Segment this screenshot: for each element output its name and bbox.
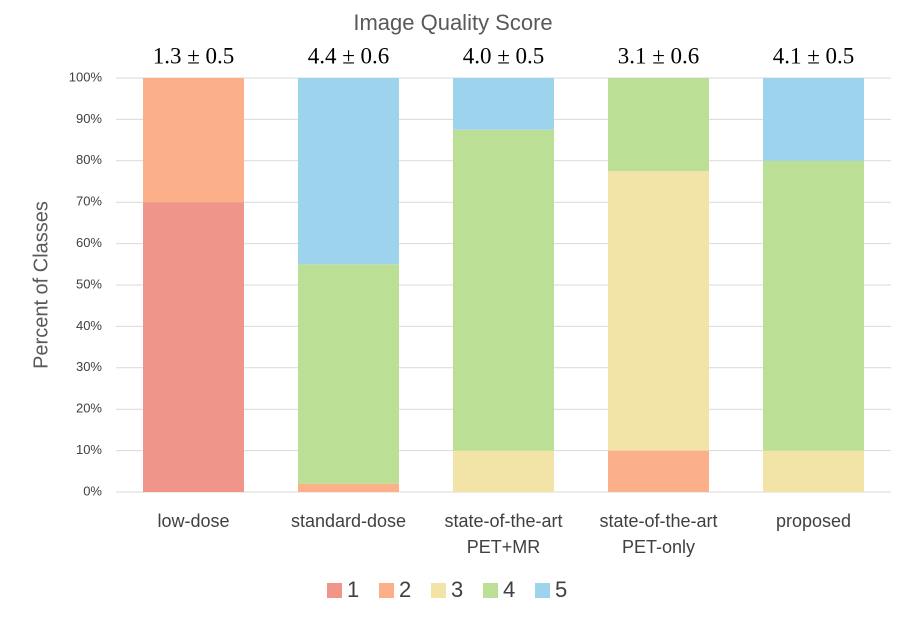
x-tick-label: low-dose <box>157 511 229 531</box>
annotation: 4.4 ± 0.6 <box>308 43 390 68</box>
annotation: 1.3 ± 0.5 <box>153 43 235 68</box>
legend-label: 5 <box>555 577 567 602</box>
bar-segment <box>143 202 244 492</box>
annotation: 3.1 ± 0.6 <box>618 43 700 68</box>
x-tick-label: state-of-the-art <box>599 511 717 531</box>
y-tick-label: 100% <box>69 69 103 84</box>
legend-label: 1 <box>347 577 359 602</box>
bar-segment <box>453 450 554 492</box>
legend-label: 3 <box>451 577 463 602</box>
bar-segment <box>608 171 709 451</box>
bar-segment <box>763 78 864 161</box>
y-tick-label: 90% <box>76 111 102 126</box>
y-tick-label: 10% <box>76 442 102 457</box>
y-tick-label: 50% <box>76 276 102 291</box>
legend-swatch <box>327 583 342 598</box>
x-tick-label: PET-only <box>622 537 695 557</box>
bar-segment <box>143 78 244 203</box>
annotation: 4.0 ± 0.5 <box>463 43 545 68</box>
y-axis-title: Percent of Classes <box>30 201 52 369</box>
legend-swatch <box>535 583 550 598</box>
legend-label: 2 <box>399 577 411 602</box>
y-tick-label: 0% <box>83 483 102 498</box>
y-tick-label: 40% <box>76 318 102 333</box>
bar-segment <box>298 78 399 265</box>
chart-title: Image Quality Score <box>353 10 552 35</box>
y-tick-label: 30% <box>76 359 102 374</box>
legend-swatch <box>379 583 394 598</box>
bar-segment <box>298 264 399 484</box>
x-tick-label: standard-dose <box>291 511 406 531</box>
x-tick-label: PET+MR <box>467 537 541 557</box>
bar-segment <box>608 78 709 172</box>
y-tick-label: 70% <box>76 194 102 209</box>
bar-segment <box>453 78 554 130</box>
y-tick-label: 80% <box>76 152 102 167</box>
x-tick-label: proposed <box>776 511 851 531</box>
legend-swatch <box>431 583 446 598</box>
bar-segment <box>298 483 399 492</box>
bar-segment <box>763 160 864 451</box>
x-tick-label: state-of-the-art <box>444 511 562 531</box>
bar-segment <box>763 450 864 492</box>
y-tick-label: 20% <box>76 401 102 416</box>
annotation: 4.1 ± 0.5 <box>773 43 855 68</box>
bar-segment <box>608 450 709 492</box>
y-tick-label: 60% <box>76 235 102 250</box>
bar-segment <box>453 129 554 451</box>
legend-label: 4 <box>503 577 515 602</box>
legend-swatch <box>483 583 498 598</box>
